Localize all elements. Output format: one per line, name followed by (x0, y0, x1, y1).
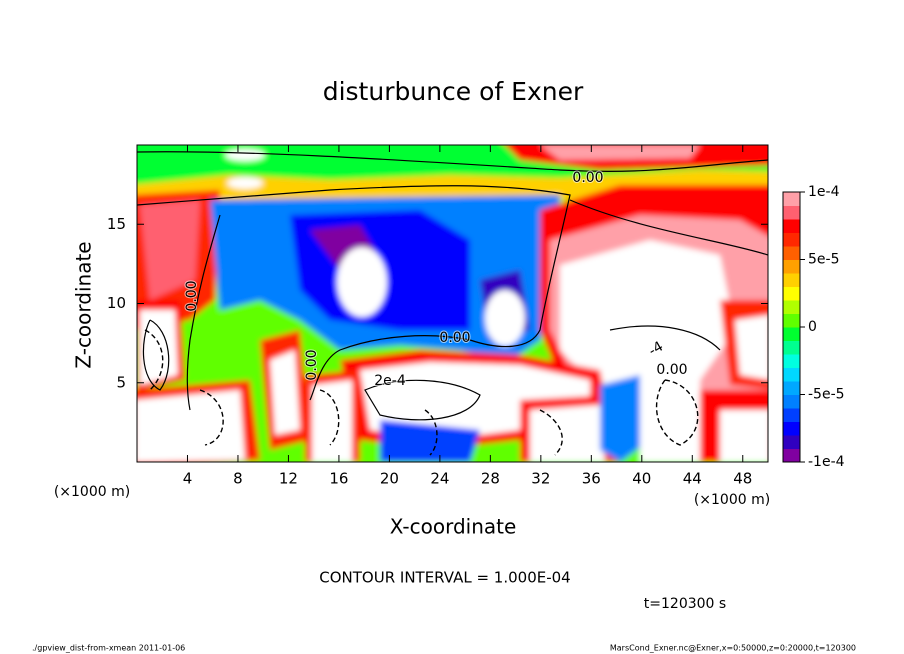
x-tick-label: 4 (183, 470, 193, 488)
time-label: t=120300 s (644, 596, 726, 612)
colorbar-segment (783, 408, 800, 422)
colorbar-tick-label: 0 (808, 319, 817, 335)
colorbar-segment (783, 354, 800, 368)
chart-title: disturbunce of Exner (323, 77, 584, 106)
colorbar-segment (783, 327, 800, 341)
contour-line (569, 199, 768, 256)
field-fill (137, 145, 768, 462)
colorbar-segment (783, 381, 800, 395)
field-region (720, 410, 768, 462)
field-region (227, 177, 263, 189)
colorbar-segment (783, 273, 800, 287)
colorbar-segment (783, 340, 800, 355)
contour-line-negative (319, 389, 340, 446)
x-tick-label: 36 (582, 470, 601, 488)
contour-line-negative (539, 409, 563, 456)
x-tick-label: 48 (733, 470, 752, 488)
contour-line (186, 214, 221, 411)
x-tick-label: 24 (430, 470, 449, 488)
x-tick-label: 16 (329, 470, 348, 488)
colorbar-segment (783, 219, 800, 233)
colorbar-segment (783, 192, 800, 206)
contour-line (609, 325, 721, 351)
colorbar-segment (783, 300, 800, 314)
contour-label: 0.00 (439, 330, 470, 346)
x-tick-label: 12 (279, 470, 298, 488)
x-tick-label: 20 (380, 470, 399, 488)
field-region (485, 290, 525, 346)
colorbar-segment (783, 246, 800, 260)
field-region (380, 420, 480, 462)
colorbar-segment (783, 232, 800, 247)
contour-label: 0.00 (572, 170, 603, 186)
footer-right: MarsCond_Exner.nc@Exner,x=0:50000,z=0:20… (610, 644, 856, 653)
field-region (137, 390, 245, 462)
colorbar-tick-label: -5e-5 (808, 387, 845, 403)
contour-field (137, 145, 768, 462)
colorbar-tick-label: 1e-4 (808, 184, 840, 200)
field-region (600, 375, 650, 462)
x-unit: (×1000 m) (694, 492, 770, 508)
y-tick-label: 5 (116, 373, 126, 391)
contour-label: 0.00 (304, 349, 320, 380)
contour-line-negative (144, 329, 164, 391)
field-region (140, 200, 200, 300)
x-tick-label: 44 (683, 470, 702, 488)
colorbar-tick-label: 5e-5 (808, 252, 839, 268)
contour-interval: CONTOUR INTERVAL = 1.000E-04 (319, 569, 570, 587)
contour-label: 0.00 (184, 280, 200, 311)
field-region (270, 350, 300, 435)
x-tick-label: 28 (481, 470, 500, 488)
contour-label: 0.00 (656, 362, 687, 378)
x-tick-label: 40 (632, 470, 651, 488)
field-region (337, 247, 387, 317)
colorbar-segment (783, 394, 800, 409)
contour-line (364, 379, 481, 421)
contour-line (137, 151, 768, 172)
field-region (312, 380, 352, 462)
colorbar-segment (783, 421, 800, 436)
field-region (140, 310, 178, 385)
colorbar-segment (783, 435, 800, 449)
contour-label: 2e-4 (374, 373, 406, 389)
colorbar-segment (783, 205, 800, 220)
x-unit: (×1000 m) (54, 484, 130, 500)
colorbar-segment (783, 313, 800, 328)
colorbar-segment (783, 259, 800, 274)
field-region (530, 405, 605, 462)
x-tick-label: 32 (531, 470, 550, 488)
field-region (540, 145, 700, 160)
x-tick-label: 8 (233, 470, 243, 488)
field-region (225, 149, 265, 161)
contour-line-negative (424, 409, 438, 456)
colorbar-segment (783, 286, 800, 301)
field-region (640, 360, 700, 462)
contour-line (142, 319, 170, 391)
contour-line (137, 185, 571, 401)
footer-left: ./gpview_dist-from-xmean 2011-01-06 (32, 644, 185, 653)
y-axis-label: Z-coordinate (72, 241, 96, 368)
field-region (560, 240, 735, 390)
colorbar-tick-label: -1e-4 (808, 454, 845, 470)
y-tick-label: 10 (107, 294, 126, 312)
colorbar-segment (783, 367, 800, 382)
contour-line-negative (199, 389, 224, 446)
x-axis-label: X-coordinate (390, 515, 517, 539)
field-region (735, 315, 768, 380)
colorbar-segment (783, 448, 800, 463)
y-tick-label: 15 (107, 215, 126, 233)
contour-line-negative (655, 379, 699, 446)
